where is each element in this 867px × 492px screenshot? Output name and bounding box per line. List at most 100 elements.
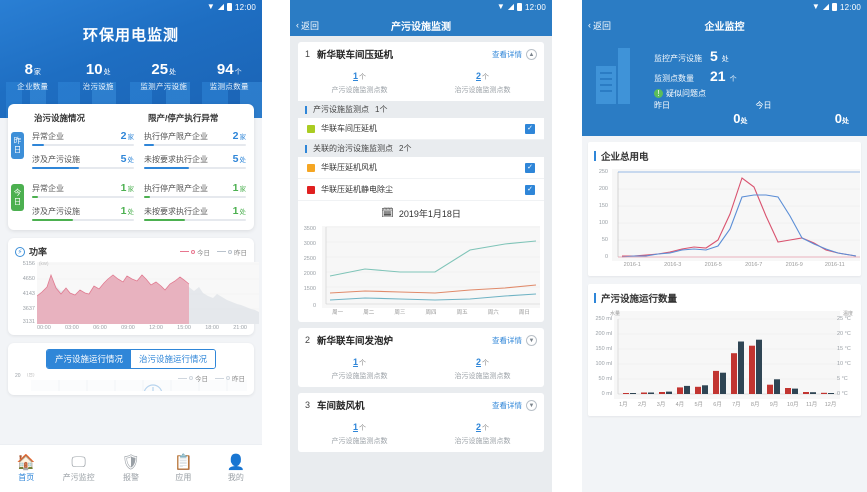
xtick: 2月 [637, 402, 647, 408]
summary-row[interactable]: 异常企业 2 家 [30, 128, 142, 151]
chevron-up-icon[interactable]: ▲ [526, 48, 537, 60]
app-icon: 📋 [174, 454, 193, 471]
nav-label: 我的 [227, 473, 244, 482]
chevron-down-icon[interactable]: ▼ [526, 334, 537, 346]
nav-item-apps[interactable]: 📋 应用 [157, 454, 209, 483]
view-detail-link[interactable]: 查看详情 [492, 49, 522, 59]
day-label: 今日 [755, 101, 772, 110]
checkbox-checked[interactable]: ✓ [525, 184, 535, 195]
ytick: 200 ml [595, 331, 612, 337]
row-unit: 家 [127, 134, 135, 141]
xtick: 2016-3 [664, 262, 682, 268]
calendar-icon: 🗓 [381, 208, 394, 219]
group-title: 关联的治污设施监测点 [313, 144, 393, 153]
row-progress [32, 144, 134, 146]
weekly-chart[interactable]: 3500 3000 2500 2000 1500 0 [298, 226, 544, 322]
back-button[interactable]: ‹ 返回 [290, 19, 319, 32]
row-progress [32, 219, 134, 221]
summary-card: 治污设施情况 限产/停产执行异常 昨日 异常企业 2 家 执行停产限产企业 2 家 涉及… [8, 104, 254, 230]
day-value-wrap: 0处 [654, 111, 756, 126]
facility-count-chart[interactable]: 水量 温度 250 ml 200 ml 150 ml 100 ml 50 ml … [594, 311, 855, 408]
summary-row[interactable]: 执行停产限产企业 2 家 [142, 128, 254, 151]
facility-tab-switch[interactable]: 产污设施运行情况 治污设施运行情况 [46, 349, 216, 369]
monitor-point-row[interactable]: 华联车间压延机 ✓ [298, 118, 544, 140]
facility-chart-svg [31, 380, 247, 391]
ytick: 5 °C [837, 376, 848, 382]
row-progress [144, 167, 246, 169]
nav-item-alarm[interactable]: 🛡 报警 [105, 454, 157, 483]
ytick: 150 [598, 203, 608, 209]
row-value: 5 [120, 153, 127, 165]
tab-treatment-facility[interactable]: 治污设施运行情况 [131, 350, 215, 368]
device-header[interactable]: 1 新华联车间压延机 查看详情 ▲ [298, 42, 544, 63]
summary-row[interactable]: 涉及产污设施 1 处 [30, 203, 142, 226]
metric-unit: 处 [721, 56, 729, 63]
power-chart-plot[interactable]: 5156 4650 4143 3637 3131 (kW) [15, 261, 259, 331]
summary-row[interactable]: 未按要求执行企业 5 处 [142, 151, 254, 174]
metric-label: 产污设施监测点数 [331, 373, 388, 380]
stat-enterprises[interactable]: 8家 企业数量 [0, 61, 66, 92]
summary-row[interactable]: 执行停产限产企业 1 家 [142, 180, 254, 203]
metric-production-points: 1个 产污设施监测点数 [298, 352, 421, 381]
summary-row[interactable]: 未按要求执行企业 1 处 [142, 203, 254, 226]
device-header[interactable]: 3 车间鼓风机 查看详情 ▼ [298, 393, 544, 414]
row-label: 异常企业 [32, 184, 64, 193]
suspected-issue-header: ! 疑似问题点 [654, 88, 857, 99]
facility-count-yaxis-left: 250 ml 200 ml 150 ml 100 ml 50 ml 0 ml [594, 316, 612, 397]
power-chart-unit: (kW) [39, 261, 49, 266]
home-icon: 🏠 [16, 454, 36, 471]
p3-statusbar-wrap: ▼ ◢ 12:00 [582, 0, 867, 14]
row-label: 未按要求执行企业 [144, 155, 208, 164]
ytick: 200 [598, 186, 608, 192]
ytick: 100 [598, 220, 608, 226]
xtick: 2016-11 [824, 262, 845, 268]
device-card-3: 3 车间鼓风机 查看详情 ▼ 1个 产污设施监测点数 2个 治污设施监测点数 [298, 393, 544, 452]
home-stats: 8家 企业数量 10处 治污设施 25处 监测产污设施 94个 监测点数量 [0, 61, 262, 92]
stat-monitor-points[interactable]: 94个 监测点数量 [197, 61, 263, 92]
xtick: 12月 [824, 402, 837, 408]
metric-treatment-points: 2个 治污设施监测点数 [421, 352, 544, 381]
back-button[interactable]: ‹ 返回 [582, 19, 611, 32]
nav-item-mine[interactable]: 👤 我的 [210, 454, 262, 483]
summary-row[interactable]: 异常企业 1 家 [30, 180, 142, 203]
yaxis-title-right: 温度 [842, 311, 853, 317]
stat-monitored-facilities[interactable]: 25处 监测产污设施 [131, 61, 197, 92]
view-detail-link[interactable]: 查看详情 [492, 335, 522, 345]
panel-gap [262, 0, 290, 492]
group-count: 1个 [375, 105, 388, 114]
nav-label: 应用 [175, 473, 192, 482]
device-list: 1 新华联车间压延机 查看详情 ▲ 1个 产污设施监测点数 2个 治污设施监测点… [290, 42, 552, 452]
day-unit: 处 [740, 118, 748, 125]
monitor-point-row[interactable]: 华联压延机风机 ✓ [298, 157, 544, 179]
facility-count-xaxis: 1月 2月 3月 4月 5月 6月 7月 8月 9月 10月 11月 12月 [614, 400, 840, 408]
tab-production-facility[interactable]: 产污设施运行情况 [47, 350, 131, 368]
status-time: 12:00 [524, 2, 546, 12]
metric-value: 1 [352, 357, 358, 367]
row-value: 1 [232, 205, 239, 217]
row-value: 2 [120, 130, 127, 142]
stat-unit: 个 [234, 69, 242, 76]
ytick: 4650 [22, 276, 35, 282]
date-picker[interactable]: 🗓 2019年1月18日 [298, 201, 544, 226]
metric-treatment-points: 2个 治污设施监测点数 [421, 417, 544, 446]
chevron-down-icon[interactable]: ▼ [526, 399, 537, 411]
stat-value: 10 [85, 61, 103, 78]
nav-item-monitor[interactable]: 🖵 产污监控 [52, 454, 104, 483]
device-header[interactable]: 2 新华联车间发泡炉 查看详情 ▼ [298, 328, 544, 349]
monitor-point-row[interactable]: 华联压延机静电除尘 ✓ [298, 179, 544, 201]
metric-unit: 个 [359, 425, 366, 432]
summary-headers: 治污设施情况 限产/停产执行异常 [8, 110, 254, 128]
metric-value: 5 [710, 48, 718, 64]
summary-row[interactable]: 涉及产污设施 5 处 [30, 151, 142, 174]
checkbox-checked[interactable]: ✓ [525, 162, 535, 173]
row-value: 1 [120, 182, 127, 194]
nav-item-home[interactable]: 🏠 首页 [0, 454, 52, 483]
stat-treatment-facilities[interactable]: 10处 治污设施 [66, 61, 132, 92]
checkbox-checked[interactable]: ✓ [525, 123, 535, 134]
metric-label: 产污设施监测点数 [331, 438, 388, 445]
facility-chart-preview[interactable]: 20 (台) 今日 昨日 [15, 373, 247, 391]
total-power-chart[interactable]: 250 200 150 100 50 0 [594, 169, 860, 268]
yaxis-title-left: 水量 [610, 311, 621, 317]
weekly-chart-yaxis: 3500 3000 2500 2000 1500 0 [300, 226, 316, 309]
view-detail-link[interactable]: 查看详情 [492, 400, 522, 410]
